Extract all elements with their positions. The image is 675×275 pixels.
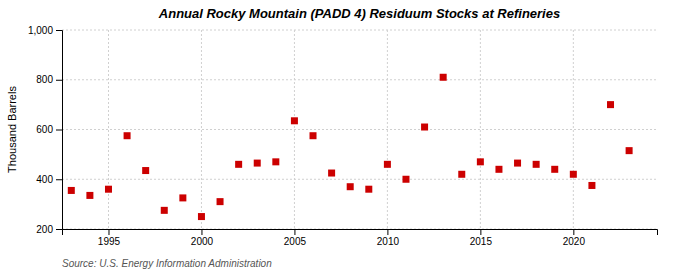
x-tick-mark [387, 229, 388, 235]
y-tick-label: 600 [36, 124, 53, 135]
points [68, 74, 633, 220]
x-tick-mark [480, 229, 481, 235]
x-axis-line [63, 230, 658, 236]
point [328, 170, 335, 177]
grid-line-y [62, 79, 657, 80]
x-tick: 2015 [470, 229, 493, 247]
y-tick: 200 [36, 224, 62, 235]
x-tick: 2000 [191, 229, 214, 247]
point [477, 158, 484, 165]
point [421, 124, 428, 131]
x-tick: 2005 [284, 229, 307, 247]
y-tick: 600 [36, 124, 62, 135]
point [458, 171, 465, 178]
point [291, 117, 298, 124]
x-tick: 2020 [563, 229, 586, 247]
y-tick: 400 [36, 174, 62, 185]
point [217, 198, 224, 205]
point [402, 176, 409, 183]
y-axis-label: Thousand Barrels [6, 86, 18, 173]
point [235, 161, 242, 168]
y-tick-mark [56, 30, 62, 31]
point [124, 132, 131, 139]
grid-line-y [62, 30, 657, 31]
y-tick-label: 400 [36, 174, 53, 185]
x-tick-label: 2020 [563, 236, 586, 247]
y-tick-mark [56, 80, 62, 81]
point [179, 194, 186, 201]
grid-line-x [201, 30, 202, 229]
x-tick-label: 1995 [98, 236, 121, 247]
plot-area: 1995 2000 2005 2010 2015 2020 200 400 600 800 1,00… [28, 25, 658, 247]
source-note: Source: U.S. Energy Information Administ… [62, 258, 272, 269]
point [440, 74, 447, 81]
x-tick-mark [573, 229, 574, 235]
point [161, 207, 168, 214]
x-tick: 2010 [377, 229, 400, 247]
point [533, 161, 540, 168]
point [310, 132, 317, 139]
point [105, 186, 112, 193]
point [347, 183, 354, 190]
point [198, 213, 205, 220]
y-tick: 1,000 [28, 25, 62, 36]
point [607, 101, 614, 108]
y-tick-label: 200 [36, 224, 53, 235]
x-axis: 1995 2000 2005 2010 2015 2020 [63, 229, 658, 247]
y-tick-mark [56, 130, 62, 131]
point [570, 171, 577, 178]
y-tick: 800 [36, 74, 62, 85]
grid-line-x [294, 30, 295, 229]
point [254, 160, 261, 167]
grid-line-y [62, 179, 657, 180]
x-tick-mark [108, 229, 109, 235]
grid-line-x [480, 30, 481, 229]
point [384, 161, 391, 168]
point [272, 158, 279, 165]
x-tick-mark [294, 229, 295, 235]
x-tick-label: 2000 [191, 236, 214, 247]
y-tick-mark [56, 229, 62, 230]
y-axis: 200 400 600 800 1,000 [28, 25, 63, 235]
y-axis-line [56, 31, 63, 230]
y-tick-mark [56, 179, 62, 180]
title: Annual Rocky Mountain (PADD 4) Residuum … [158, 6, 560, 21]
y-tick-label: 1,000 [28, 25, 53, 36]
point [142, 167, 149, 174]
grid-line-x [573, 30, 574, 229]
point [495, 166, 502, 173]
point [514, 160, 521, 167]
grid [62, 30, 657, 229]
x-tick-mark [201, 229, 202, 235]
x-tick: 1995 [98, 229, 121, 247]
chart-container: 1995 2000 2005 2010 2015 2020 200 400 600 800 1,00… [0, 0, 675, 275]
x-tick-label: 2010 [377, 236, 400, 247]
point [588, 182, 595, 189]
point [626, 147, 633, 154]
point [68, 187, 75, 194]
grid-line-x [387, 30, 388, 229]
grid-line-y [62, 129, 657, 130]
point [86, 192, 93, 199]
x-tick-label: 2015 [470, 236, 493, 247]
grid-line-x [108, 30, 109, 229]
y-tick-label: 800 [36, 74, 53, 85]
chart-svg: 1995 2000 2005 2010 2015 2020 200 400 600 800 1,00… [0, 0, 675, 275]
point [551, 166, 558, 173]
point [365, 186, 372, 193]
x-tick-label: 2005 [284, 236, 307, 247]
